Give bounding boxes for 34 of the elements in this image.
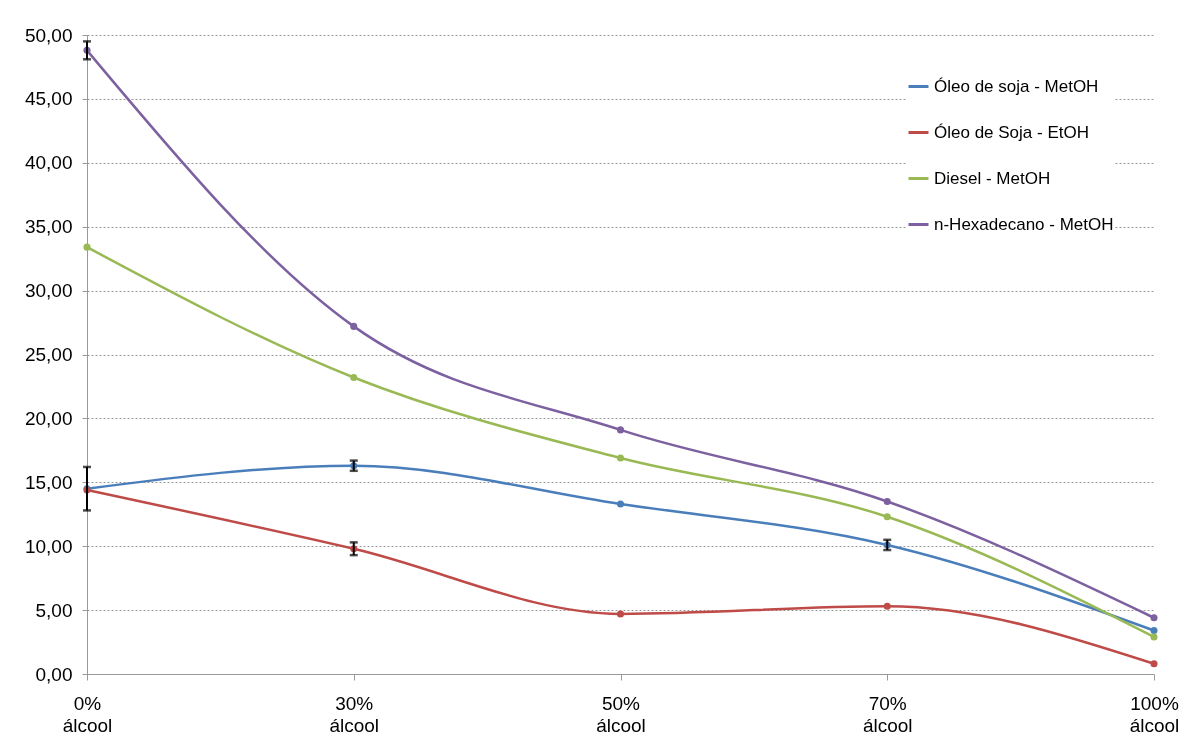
point (883, 513, 891, 521)
point (1150, 660, 1158, 668)
y-tick-label: 35,00 (24, 216, 73, 238)
point (350, 322, 358, 330)
point (1150, 627, 1158, 635)
x-tick-label: 100% álcool (1129, 692, 1180, 736)
point (1150, 614, 1158, 622)
legend-label: n-Hexadecano - MetOH (934, 214, 1114, 234)
x-tick-label: 30% álcool (329, 692, 380, 736)
y-tick-label: 20,00 (24, 407, 73, 429)
point (616, 610, 625, 618)
point (616, 500, 625, 508)
point (350, 373, 358, 382)
y-tick-label: 5,00 (35, 599, 73, 621)
y-tick-label: 45,00 (24, 88, 73, 110)
y-tick-label: 10,00 (24, 535, 73, 557)
y-tick-label: 40,00 (24, 152, 73, 174)
legend-label: Óleo de Soja - EtOH (934, 122, 1089, 142)
y-tick-label: 50,00 (24, 24, 73, 46)
legend-label: Óleo de soja - MetOH (934, 76, 1099, 96)
point (616, 426, 625, 434)
y-tick-label: 30,00 (24, 280, 73, 302)
x-tick-label: 0% álcool (62, 692, 113, 736)
point (616, 454, 625, 462)
point (1150, 633, 1158, 641)
point (883, 602, 891, 610)
y-tick-label: 25,00 (24, 344, 73, 365)
x-tick-label: 50% álcool (596, 692, 646, 736)
point (83, 243, 91, 251)
x-tick-label: 70% álcool (862, 692, 913, 736)
y-tick-label: 0,00 (35, 663, 73, 685)
point (883, 497, 891, 505)
legend-label: Diesel - MetOH (934, 168, 1051, 188)
y-tick-label: 15,00 (24, 471, 73, 493)
